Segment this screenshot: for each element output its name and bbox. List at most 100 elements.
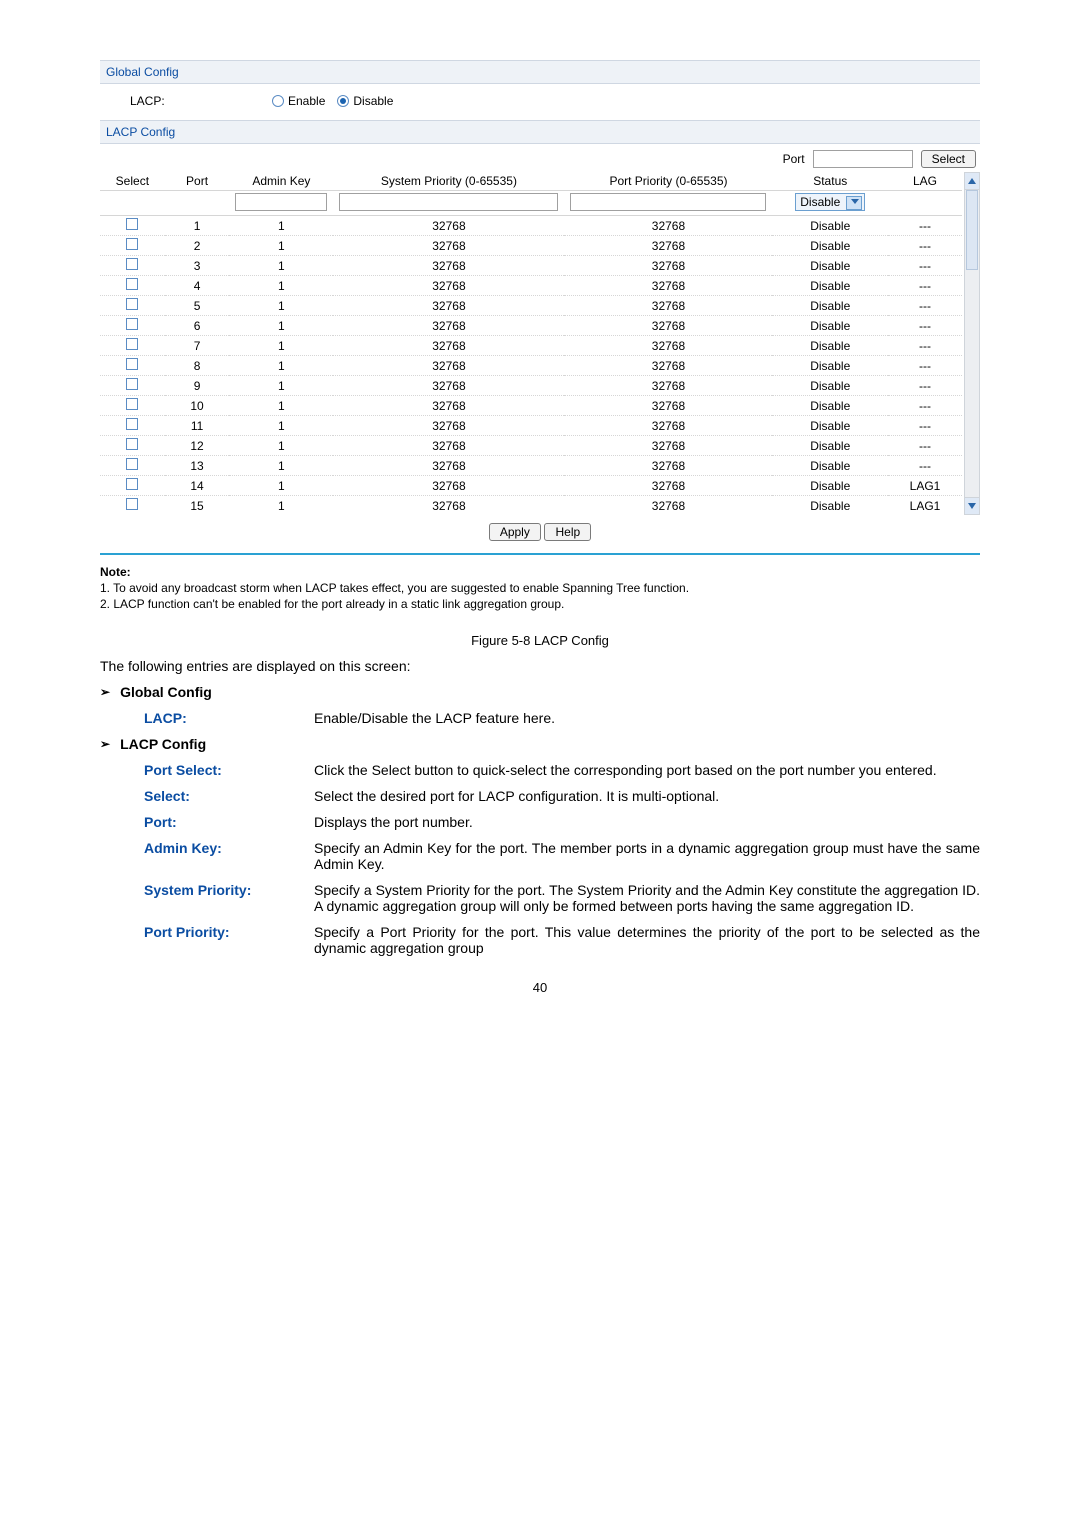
cell-admin-key: 1	[229, 356, 333, 376]
cell-lag: ---	[888, 236, 962, 256]
filter-status-select[interactable]: Disable	[795, 193, 865, 211]
cell-port-priority: 32768	[564, 416, 772, 436]
cell-port-priority: 32768	[564, 316, 772, 336]
table-row: 613276832768Disable---	[100, 316, 962, 336]
port-select-row: Port Select	[100, 144, 980, 172]
cell-status: Disable	[772, 376, 888, 396]
definition-row: Port:Displays the port number.	[144, 814, 980, 830]
cell-admin-key: 1	[229, 296, 333, 316]
cell-lag: ---	[888, 216, 962, 236]
section-heading-lacp-label: LACP Config	[120, 736, 206, 752]
row-checkbox[interactable]	[126, 418, 138, 430]
scroll-up-icon[interactable]	[965, 173, 979, 190]
row-checkbox[interactable]	[126, 498, 138, 510]
cell-admin-key: 1	[229, 416, 333, 436]
cell-sys-priority: 32768	[333, 456, 564, 476]
table-row: 1413276832768DisableLAG1	[100, 476, 962, 496]
definition-desc: Enable/Disable the LACP feature here.	[314, 710, 980, 726]
cell-port-priority: 32768	[564, 236, 772, 256]
cell-sys-priority: 32768	[333, 216, 564, 236]
lacp-table-wrap: Select Port Admin Key System Priority (0…	[100, 172, 980, 515]
scroll-thumb[interactable]	[966, 190, 978, 270]
row-checkbox[interactable]	[126, 358, 138, 370]
row-checkbox[interactable]	[126, 438, 138, 450]
cell-status: Disable	[772, 416, 888, 436]
filter-sys-priority[interactable]	[339, 193, 558, 211]
definition-list-lacp: Port Select:Click the Select button to q…	[144, 762, 980, 956]
row-checkbox[interactable]	[126, 298, 138, 310]
cell-port-priority: 32768	[564, 436, 772, 456]
table-row: 513276832768Disable---	[100, 296, 962, 316]
cell-port: 7	[165, 336, 230, 356]
port-select-label: Port	[783, 152, 805, 166]
section-heading-global: ➢ Global Config	[100, 684, 980, 700]
filter-admin-key[interactable]	[235, 193, 327, 211]
row-checkbox[interactable]	[126, 238, 138, 250]
cell-sys-priority: 32768	[333, 256, 564, 276]
row-checkbox[interactable]	[126, 458, 138, 470]
cell-sys-priority: 32768	[333, 496, 564, 516]
cell-lag: ---	[888, 396, 962, 416]
cell-admin-key: 1	[229, 436, 333, 456]
cell-sys-priority: 32768	[333, 276, 564, 296]
help-button[interactable]: Help	[544, 523, 591, 541]
row-checkbox[interactable]	[126, 478, 138, 490]
row-checkbox[interactable]	[126, 258, 138, 270]
cell-port-priority: 32768	[564, 396, 772, 416]
scroll-down-icon[interactable]	[965, 497, 979, 514]
cell-sys-priority: 32768	[333, 356, 564, 376]
page-number: 40	[100, 980, 980, 995]
col-port: Port	[165, 172, 230, 191]
cell-port-priority: 32768	[564, 296, 772, 316]
section-heading-lacp: ➢ LACP Config	[100, 736, 980, 752]
disable-label: Disable	[353, 94, 393, 108]
row-checkbox[interactable]	[126, 318, 138, 330]
lacp-disable-option[interactable]: Disable	[337, 94, 393, 108]
filter-port-priority[interactable]	[570, 193, 766, 211]
definition-row: Select:Select the desired port for LACP …	[144, 788, 980, 804]
cell-sys-priority: 32768	[333, 316, 564, 336]
row-checkbox[interactable]	[126, 398, 138, 410]
chevron-down-icon	[851, 199, 859, 204]
cell-port: 8	[165, 356, 230, 376]
port-select-input[interactable]	[813, 150, 913, 168]
cell-sys-priority: 32768	[333, 296, 564, 316]
row-checkbox[interactable]	[126, 378, 138, 390]
table-row: 213276832768Disable---	[100, 236, 962, 256]
note-item-1: 1. To avoid any broadcast storm when LAC…	[100, 581, 980, 595]
cell-lag: LAG1	[888, 496, 962, 516]
row-checkbox[interactable]	[126, 218, 138, 230]
config-panel: Global Config LACP: Enable Disable LACP …	[100, 60, 980, 555]
cell-status: Disable	[772, 256, 888, 276]
cell-lag: ---	[888, 336, 962, 356]
cell-port: 10	[165, 396, 230, 416]
cell-admin-key: 1	[229, 236, 333, 256]
port-select-button[interactable]: Select	[921, 150, 976, 168]
row-checkbox[interactable]	[126, 338, 138, 350]
cell-admin-key: 1	[229, 216, 333, 236]
cell-status: Disable	[772, 436, 888, 456]
definition-list-global: LACP:Enable/Disable the LACP feature her…	[144, 710, 980, 726]
cell-port-priority: 32768	[564, 256, 772, 276]
cell-lag: ---	[888, 416, 962, 436]
definition-term: Port:	[144, 814, 314, 830]
table-row: 1313276832768Disable---	[100, 456, 962, 476]
cell-lag: ---	[888, 316, 962, 336]
cell-status: Disable	[772, 316, 888, 336]
table-scrollbar[interactable]	[964, 172, 980, 515]
lacp-enable-option[interactable]: Enable	[272, 94, 325, 108]
definition-term: Select:	[144, 788, 314, 804]
cell-sys-priority: 32768	[333, 436, 564, 456]
cell-status: Disable	[772, 336, 888, 356]
cell-lag: ---	[888, 276, 962, 296]
lacp-radio-group: Enable Disable	[272, 94, 393, 108]
apply-button[interactable]: Apply	[489, 523, 541, 541]
row-checkbox[interactable]	[126, 278, 138, 290]
cell-port-priority: 32768	[564, 376, 772, 396]
definition-row: LACP:Enable/Disable the LACP feature her…	[144, 710, 980, 726]
cell-status: Disable	[772, 356, 888, 376]
intro-text: The following entries are displayed on t…	[100, 658, 980, 674]
definition-desc: Specify an Admin Key for the port. The m…	[314, 840, 980, 872]
bullet-icon: ➢	[100, 685, 110, 699]
cell-port: 12	[165, 436, 230, 456]
